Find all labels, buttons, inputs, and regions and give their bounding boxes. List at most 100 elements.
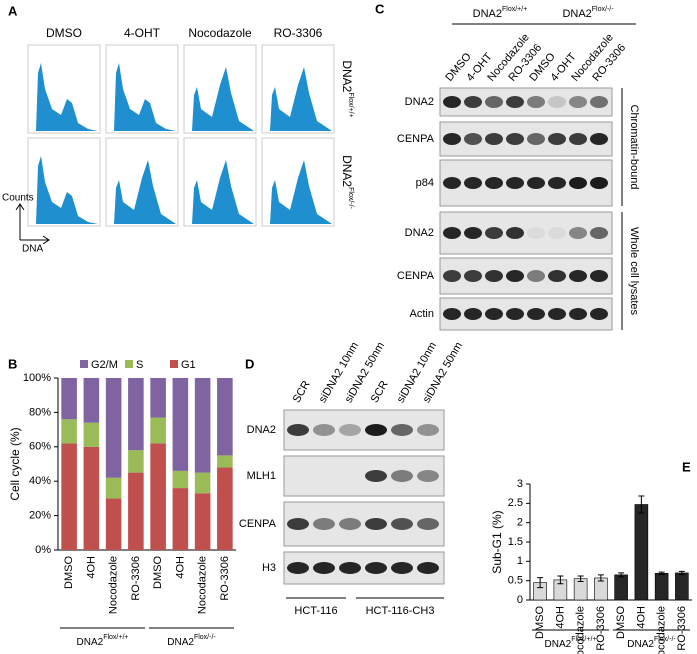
row-label: DNA2 xyxy=(405,96,434,108)
legend-label: G1 xyxy=(181,359,196,371)
band xyxy=(443,270,461,282)
bar-segment xyxy=(172,470,189,489)
band xyxy=(527,133,545,145)
band xyxy=(443,227,461,239)
x-tick-label: Nocodazole xyxy=(108,556,120,614)
bar-segment xyxy=(105,477,122,499)
y-tick-label: 40% xyxy=(29,475,51,487)
band xyxy=(391,562,413,574)
x-tick-label: 4OH xyxy=(554,606,566,629)
error-bar xyxy=(678,570,685,575)
bar xyxy=(634,504,649,601)
band xyxy=(506,96,524,108)
histogram-frame xyxy=(27,137,101,227)
bar-segment xyxy=(105,378,122,478)
legend-swatch xyxy=(80,360,88,368)
bar-segment xyxy=(194,493,211,550)
label-sup: Flox/+/+ xyxy=(103,634,128,641)
band xyxy=(569,308,587,320)
y-tick-label: 20% xyxy=(29,510,51,522)
band xyxy=(548,177,566,189)
y-tick-label: 1 xyxy=(517,555,523,567)
band xyxy=(287,424,309,436)
bar-segment xyxy=(150,378,166,418)
band xyxy=(569,133,587,145)
histogram-frame xyxy=(105,44,179,134)
band xyxy=(527,96,545,108)
band xyxy=(464,270,482,282)
band xyxy=(506,177,524,189)
band xyxy=(464,227,482,239)
y-axis-label: Sub-G1 (%) xyxy=(490,510,504,573)
histogram-frame xyxy=(105,137,179,227)
cell-line-label: HCT-116 xyxy=(294,605,337,617)
error-bar xyxy=(597,574,604,582)
section-label: Whole cell lysates xyxy=(628,227,640,316)
label-text: DNA2 xyxy=(562,8,591,20)
label-sup: Flox/+/+ xyxy=(502,6,527,13)
band xyxy=(590,96,608,108)
band xyxy=(313,424,335,436)
x-axis-label: DNA xyxy=(22,244,43,255)
x-tick-label: 4OH xyxy=(85,556,97,579)
band xyxy=(485,177,503,189)
band xyxy=(527,270,545,282)
panel-label: A xyxy=(8,3,18,18)
band xyxy=(569,270,587,282)
x-tick-label: RO-3306 xyxy=(219,556,231,601)
band xyxy=(506,227,524,239)
label-text: DNA2 xyxy=(627,639,654,650)
bar-segment xyxy=(172,378,189,471)
bar-segment xyxy=(128,378,144,451)
column-label: Nocodazole xyxy=(188,26,252,40)
x-tick-label: DMSO xyxy=(615,606,627,639)
bar-segment xyxy=(217,467,233,550)
label-text: DNA2 xyxy=(545,639,572,650)
label-sup: Flox/-/- xyxy=(592,6,614,13)
band xyxy=(464,133,482,145)
x-tick-label: DMSO xyxy=(534,606,546,639)
histogram xyxy=(186,160,254,224)
band xyxy=(485,133,503,145)
y-tick-label: 0 xyxy=(517,594,523,606)
histogram xyxy=(30,63,98,131)
band xyxy=(443,177,461,189)
band xyxy=(527,308,545,320)
bar xyxy=(654,573,669,601)
column-label: RO-3306 xyxy=(274,26,323,40)
group-label: DNA2Flox/-/- xyxy=(627,636,676,650)
y-tick-label: 0% xyxy=(35,544,51,556)
row-label: DNA2 xyxy=(405,227,434,239)
y-tick-label: 100% xyxy=(23,372,51,384)
x-tick-label: RO-3306 xyxy=(595,606,607,651)
band xyxy=(313,562,335,574)
group-label: DNA2Flox/+/+ xyxy=(473,6,528,20)
error-bar xyxy=(658,571,665,575)
row-label: p84 xyxy=(416,177,434,189)
label-text: DNA2 xyxy=(473,8,502,20)
row-label: DNA2Flox/-/- xyxy=(340,155,354,209)
row-label: H3 xyxy=(262,562,276,574)
bar-segment xyxy=(172,488,189,550)
bar-segment xyxy=(83,378,100,423)
y-tick-label: 2 xyxy=(517,517,523,529)
band xyxy=(548,270,566,282)
histogram xyxy=(108,160,176,224)
row-label: DNA2Flox/+/+ xyxy=(340,60,354,117)
error-bar xyxy=(638,495,645,514)
band xyxy=(569,177,587,189)
band xyxy=(417,470,439,482)
band xyxy=(590,308,608,320)
legend-swatch xyxy=(125,360,133,368)
bar-segment xyxy=(217,378,233,456)
bar-segment xyxy=(150,443,166,550)
bar-segment xyxy=(128,450,144,473)
label-sup: Flox/-/- xyxy=(654,636,676,643)
x-tick-label: 4OH xyxy=(635,606,647,629)
label-sup: Flox/-/- xyxy=(347,187,354,209)
band xyxy=(391,424,413,436)
label-text: DNA2 xyxy=(77,637,104,648)
group-label: DNA2Flox/+/+ xyxy=(77,634,129,648)
label-sup: Flox/+/+ xyxy=(571,636,596,643)
